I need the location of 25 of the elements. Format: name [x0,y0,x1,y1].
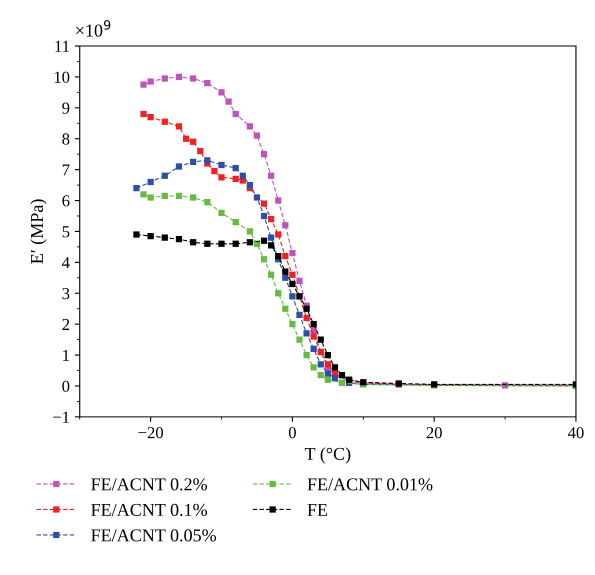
y-tick-label: 1 [63,350,70,361]
y-tick-label: 9 [62,102,70,114]
legend-label: FE/ACNT 0.2% [91,478,208,491]
y-tick-label: 11 [55,40,70,52]
text: ×10$^{9}$ [76,20,110,37]
y-tick-label: −1 [53,412,70,423]
y-tick-label: 4 [62,257,70,268]
legend-label: FE/ACNT 0.1% [91,504,208,516]
y-tick-label: 5 [62,226,70,238]
legend-label: FE/ACNT 0.01% [307,478,432,491]
y-tick-label: 8 [62,133,70,145]
x-tick-label: −20 [138,427,164,438]
x-axis-title: T (°C) [304,447,350,464]
y-tick-label: 6 [62,195,70,206]
x-tick-label: 40 [568,427,584,438]
x-tick-label: 20 [426,427,442,438]
y-tick-label: 3 [62,288,70,300]
y-tick-label: 7 [62,164,70,176]
x-tick-label: 0 [288,427,296,438]
legend-label: FE/ACNT 0.05% [91,529,216,542]
y-tick-label: 10 [54,72,70,83]
legend-label: FE [307,504,328,516]
y-axis-title: E′ (MPa) [30,199,47,264]
y-tick-label: 2 [62,318,70,330]
y-tick-label: 0 [62,380,70,392]
